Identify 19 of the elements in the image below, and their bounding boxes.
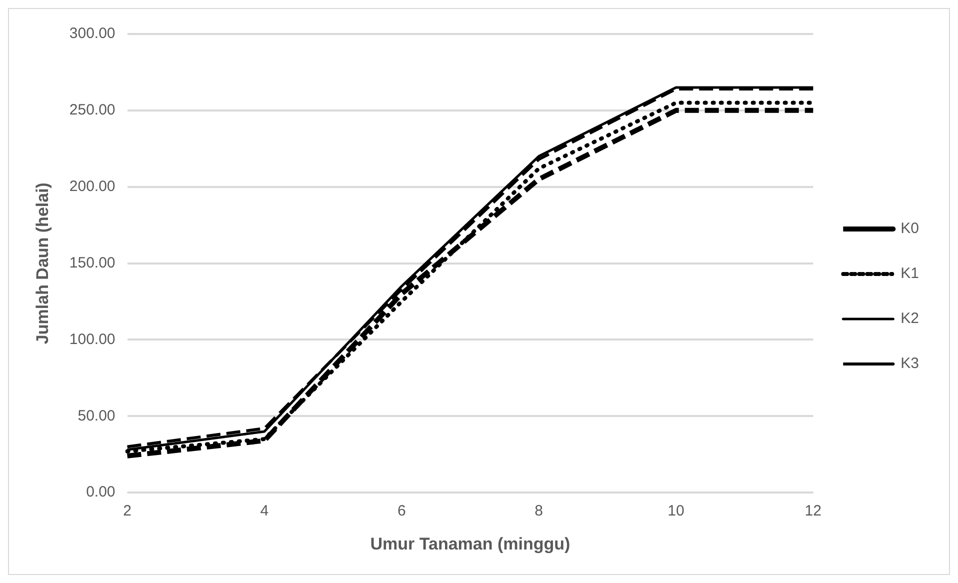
legend-label: K0 [900,220,920,238]
legend-label: K2 [900,310,920,328]
x-tick-label: 6 [397,502,406,520]
y-axis-title: Jumlah Daun (helai) [32,182,52,344]
y-tick-label: 300.00 [69,25,116,42]
y-tick-label: 0.00 [86,484,116,501]
y-tick-label: 200.00 [69,178,116,196]
x-tick-label: 10 [668,502,684,520]
y-tick-label: 250.00 [69,102,116,119]
x-tick-label: 2 [123,502,132,520]
y-tick-label: 100.00 [69,330,116,348]
y-tick-label: 50.00 [78,407,116,424]
y-tick-label: 150.00 [69,254,116,272]
x-axis-title: Umur Tanaman (minggu) [370,534,570,554]
legend-label: K3 [900,355,920,372]
legend-label: K1 [900,265,920,282]
x-tick-label: 12 [804,502,822,520]
x-tick-label: 8 [534,502,543,520]
x-tick-label: 4 [260,502,269,520]
